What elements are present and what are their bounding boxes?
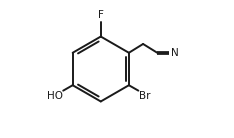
Text: Br: Br: [139, 91, 150, 101]
Text: HO: HO: [47, 91, 62, 101]
Text: F: F: [98, 10, 104, 20]
Text: N: N: [171, 48, 179, 58]
